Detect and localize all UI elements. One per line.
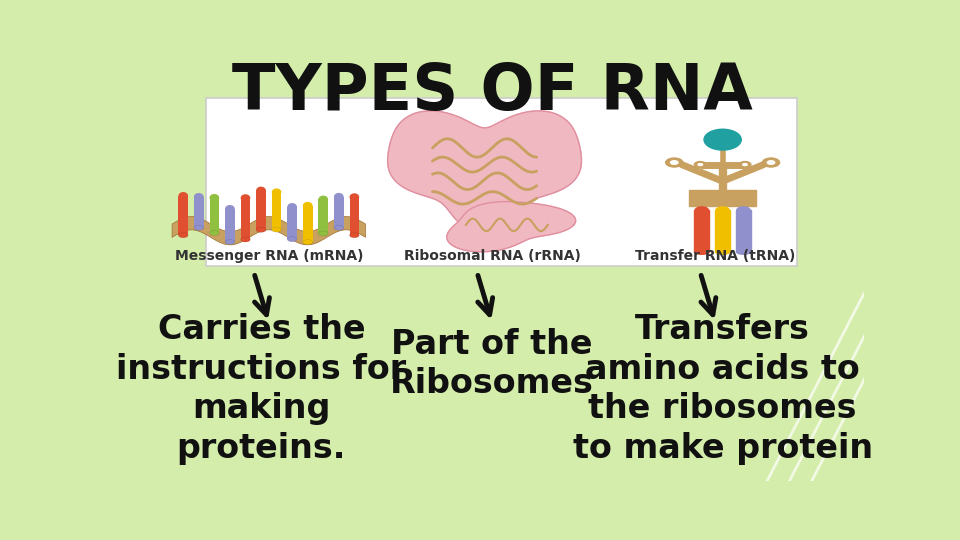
Circle shape xyxy=(704,129,741,150)
Ellipse shape xyxy=(742,163,748,166)
Ellipse shape xyxy=(736,206,751,214)
Ellipse shape xyxy=(334,193,344,200)
Ellipse shape xyxy=(241,194,251,202)
Text: Ribosomal RNA (rRNA): Ribosomal RNA (rRNA) xyxy=(403,249,581,263)
Ellipse shape xyxy=(209,194,219,201)
Ellipse shape xyxy=(209,231,219,235)
Ellipse shape xyxy=(736,249,751,255)
Ellipse shape xyxy=(287,237,297,242)
Bar xyxy=(209,198,219,233)
Ellipse shape xyxy=(225,205,235,212)
Ellipse shape xyxy=(302,202,313,210)
Ellipse shape xyxy=(670,160,679,165)
Bar xyxy=(319,199,328,233)
Bar xyxy=(179,196,188,235)
Text: Carries the
instructions for
making
proteins.: Carries the instructions for making prot… xyxy=(116,313,406,465)
Bar xyxy=(736,210,751,252)
Ellipse shape xyxy=(697,163,704,166)
Text: TYPES OF RNA: TYPES OF RNA xyxy=(231,61,753,123)
Ellipse shape xyxy=(334,225,344,231)
FancyBboxPatch shape xyxy=(205,98,797,266)
Text: Part of the
Ribosomes: Part of the Ribosomes xyxy=(390,328,594,401)
Bar xyxy=(287,207,297,239)
Bar xyxy=(689,190,756,206)
Ellipse shape xyxy=(715,249,731,255)
Ellipse shape xyxy=(179,233,188,238)
Ellipse shape xyxy=(194,193,204,200)
Ellipse shape xyxy=(225,240,235,245)
Ellipse shape xyxy=(665,157,684,168)
Ellipse shape xyxy=(694,161,707,168)
Bar xyxy=(715,210,731,252)
Bar xyxy=(241,198,251,240)
Ellipse shape xyxy=(319,195,328,203)
Text: Messenger RNA (mRNA): Messenger RNA (mRNA) xyxy=(175,249,363,263)
Polygon shape xyxy=(388,111,582,233)
Polygon shape xyxy=(446,201,576,252)
Ellipse shape xyxy=(694,249,709,255)
Bar xyxy=(302,206,313,242)
Ellipse shape xyxy=(766,160,776,165)
Text: Transfers
amino acids to
the ribosomes
to make protein: Transfers amino acids to the ribosomes t… xyxy=(572,313,873,465)
Ellipse shape xyxy=(194,225,204,231)
Bar xyxy=(256,191,266,230)
Ellipse shape xyxy=(319,231,328,236)
Ellipse shape xyxy=(302,240,313,245)
Ellipse shape xyxy=(272,188,281,196)
Ellipse shape xyxy=(256,187,266,194)
Ellipse shape xyxy=(349,193,359,201)
Ellipse shape xyxy=(738,161,752,168)
Ellipse shape xyxy=(256,227,266,232)
Ellipse shape xyxy=(179,192,188,199)
Ellipse shape xyxy=(287,203,297,211)
Text: Transfer RNA (tRNA): Transfer RNA (tRNA) xyxy=(635,249,796,263)
Ellipse shape xyxy=(715,206,731,214)
Bar xyxy=(694,210,709,252)
Bar xyxy=(272,192,281,230)
Bar xyxy=(194,197,204,228)
Ellipse shape xyxy=(761,157,780,168)
Ellipse shape xyxy=(241,237,251,242)
Ellipse shape xyxy=(349,233,359,238)
Bar xyxy=(349,197,359,235)
Polygon shape xyxy=(172,217,366,245)
Ellipse shape xyxy=(694,206,709,214)
Ellipse shape xyxy=(272,227,281,232)
Bar xyxy=(225,209,235,242)
Bar xyxy=(334,197,344,228)
